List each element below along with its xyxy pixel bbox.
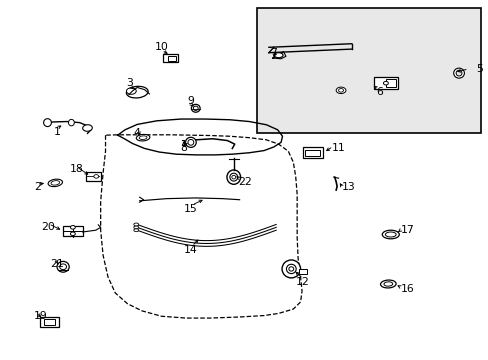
Bar xyxy=(298,269,307,274)
Ellipse shape xyxy=(126,88,136,94)
Ellipse shape xyxy=(187,139,193,145)
Ellipse shape xyxy=(57,261,69,272)
Ellipse shape xyxy=(136,134,149,141)
Ellipse shape xyxy=(126,86,148,98)
Bar xyxy=(40,317,59,327)
Bar xyxy=(305,149,320,156)
Bar xyxy=(85,172,101,181)
Ellipse shape xyxy=(51,181,60,185)
Text: 6: 6 xyxy=(375,87,382,97)
Ellipse shape xyxy=(43,119,51,127)
Text: 7: 7 xyxy=(270,48,277,58)
Bar xyxy=(256,8,480,134)
Text: 2: 2 xyxy=(34,182,41,192)
Text: 17: 17 xyxy=(400,225,413,235)
Text: 13: 13 xyxy=(341,182,355,192)
Text: 4: 4 xyxy=(134,129,141,138)
Text: 9: 9 xyxy=(187,96,194,106)
Text: 1: 1 xyxy=(53,127,60,136)
Ellipse shape xyxy=(68,120,74,126)
Text: 3: 3 xyxy=(126,78,133,88)
Ellipse shape xyxy=(335,87,345,94)
Text: 20: 20 xyxy=(41,222,55,231)
Text: 22: 22 xyxy=(238,177,252,187)
Ellipse shape xyxy=(286,264,296,274)
Ellipse shape xyxy=(193,106,198,111)
Text: 11: 11 xyxy=(331,143,346,153)
Ellipse shape xyxy=(70,232,75,235)
Bar xyxy=(168,55,176,60)
Text: 19: 19 xyxy=(34,311,47,320)
Bar xyxy=(373,77,397,89)
Bar xyxy=(385,79,395,87)
Ellipse shape xyxy=(134,229,139,231)
Ellipse shape xyxy=(82,125,92,131)
Text: 21: 21 xyxy=(50,259,63,269)
Ellipse shape xyxy=(338,89,343,92)
Ellipse shape xyxy=(383,282,392,286)
Ellipse shape xyxy=(385,232,395,237)
Text: 18: 18 xyxy=(69,164,83,174)
Text: 8: 8 xyxy=(180,143,186,153)
Ellipse shape xyxy=(134,226,139,229)
Ellipse shape xyxy=(134,223,139,226)
Text: 14: 14 xyxy=(183,245,197,255)
Bar xyxy=(302,147,323,158)
Ellipse shape xyxy=(231,175,235,179)
Ellipse shape xyxy=(185,137,196,147)
Bar xyxy=(44,319,55,324)
Ellipse shape xyxy=(70,226,75,229)
Ellipse shape xyxy=(48,179,62,186)
Ellipse shape xyxy=(282,260,300,278)
Ellipse shape xyxy=(274,53,283,58)
Text: 16: 16 xyxy=(400,284,413,294)
Ellipse shape xyxy=(380,280,395,288)
Ellipse shape xyxy=(383,81,387,85)
Text: 5: 5 xyxy=(475,64,482,74)
Text: 15: 15 xyxy=(183,204,197,214)
Text: 12: 12 xyxy=(296,277,309,287)
Ellipse shape xyxy=(382,230,399,239)
Ellipse shape xyxy=(60,264,66,270)
Bar xyxy=(62,226,83,236)
Ellipse shape xyxy=(288,267,293,271)
Ellipse shape xyxy=(191,104,200,112)
Ellipse shape xyxy=(455,70,461,76)
Ellipse shape xyxy=(229,173,237,181)
Text: 10: 10 xyxy=(154,42,168,52)
Ellipse shape xyxy=(139,136,147,140)
Ellipse shape xyxy=(453,68,464,78)
Bar xyxy=(163,54,177,62)
Ellipse shape xyxy=(226,170,240,184)
Ellipse shape xyxy=(94,175,99,178)
